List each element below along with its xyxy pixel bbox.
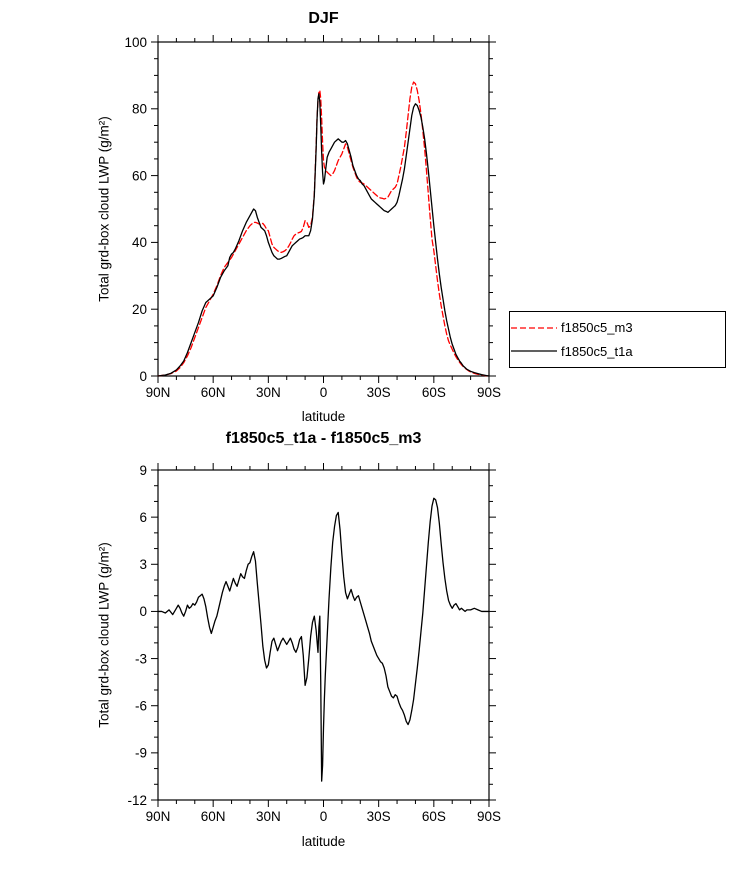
y-tick-label: 0	[139, 369, 147, 384]
y-tick-label: 20	[132, 302, 147, 317]
bottom-chart-y-axis-label: Total grd-box cloud LWP (g/m²)	[96, 542, 112, 728]
y-tick-label: 100	[124, 35, 147, 50]
x-tick-label: 90S	[477, 809, 501, 824]
x-tick-label: 0	[320, 385, 328, 400]
legend: f1850c5_m3 f1850c5_t1a	[509, 311, 726, 368]
series-line-f1850c5-t1a	[157, 93, 490, 377]
legend-line-sample-t1a-icon	[511, 350, 557, 352]
x-tick-label: 0	[320, 809, 328, 824]
top-chart-plot: 90N 60N 30N 0 30S 60S 90S 0 20 40 60 80 100	[124, 35, 501, 400]
x-tick-label: 60S	[422, 385, 446, 400]
axis-tick-labels: 90N 60N 30N 0 30S 60S 90S -12 -9 -6 -3 0 3 6 9	[127, 463, 501, 824]
top-chart-title: DJF	[308, 10, 339, 27]
x-tick-label: 60N	[201, 809, 226, 824]
y-tick-label: 0	[139, 604, 147, 619]
axis-ticks	[151, 35, 496, 383]
axis-tick-labels: 90N 60N 30N 0 30S 60S 90S 0 20 40 60 80 100	[124, 35, 501, 400]
x-tick-label: 30N	[256, 385, 281, 400]
legend-label-t1a: f1850c5_t1a	[561, 343, 633, 359]
y-tick-label: -3	[135, 651, 147, 666]
series-line-difference	[157, 497, 490, 782]
x-tick-label: 90N	[146, 385, 171, 400]
plot-frame	[157, 41, 490, 377]
y-tick-label: 80	[132, 102, 147, 117]
x-tick-label: 30S	[367, 385, 391, 400]
legend-entry-m3: f1850c5_m3	[510, 320, 725, 335]
y-tick-label: -6	[135, 699, 147, 714]
legend-label-m3: f1850c5_m3	[561, 320, 633, 336]
bottom-chart-title: f1850c5_t1a - f1850c5_m3	[225, 430, 422, 447]
bottom-chart-x-axis-label: latitude	[301, 834, 346, 849]
y-tick-label: 9	[139, 463, 147, 478]
x-tick-label: 30S	[367, 809, 391, 824]
legend-line-sample-m3-icon	[511, 327, 557, 329]
x-tick-label: 30N	[256, 809, 281, 824]
top-chart-y-axis-label: Total grd-box cloud LWP (g/m²)	[96, 116, 112, 302]
y-tick-label: 40	[132, 235, 147, 250]
axis-ticks	[151, 463, 496, 807]
x-tick-label: 90S	[477, 385, 501, 400]
top-chart-x-axis-label: latitude	[301, 409, 346, 424]
x-tick-label: 90N	[146, 809, 171, 824]
series-line-f1850c5-m3	[157, 81, 490, 377]
x-tick-label: 60N	[201, 385, 226, 400]
y-tick-label: -12	[127, 793, 147, 808]
y-tick-label: -9	[135, 746, 147, 761]
y-tick-label: 60	[132, 168, 147, 183]
y-tick-label: 6	[139, 510, 147, 525]
bottom-chart-plot: 90N 60N 30N 0 30S 60S 90S -12 -9 -6 -3 0 3 6 9	[127, 463, 501, 824]
x-tick-label: 60S	[422, 809, 446, 824]
legend-entry-t1a: f1850c5_t1a	[510, 344, 725, 359]
y-tick-label: 3	[139, 557, 147, 572]
